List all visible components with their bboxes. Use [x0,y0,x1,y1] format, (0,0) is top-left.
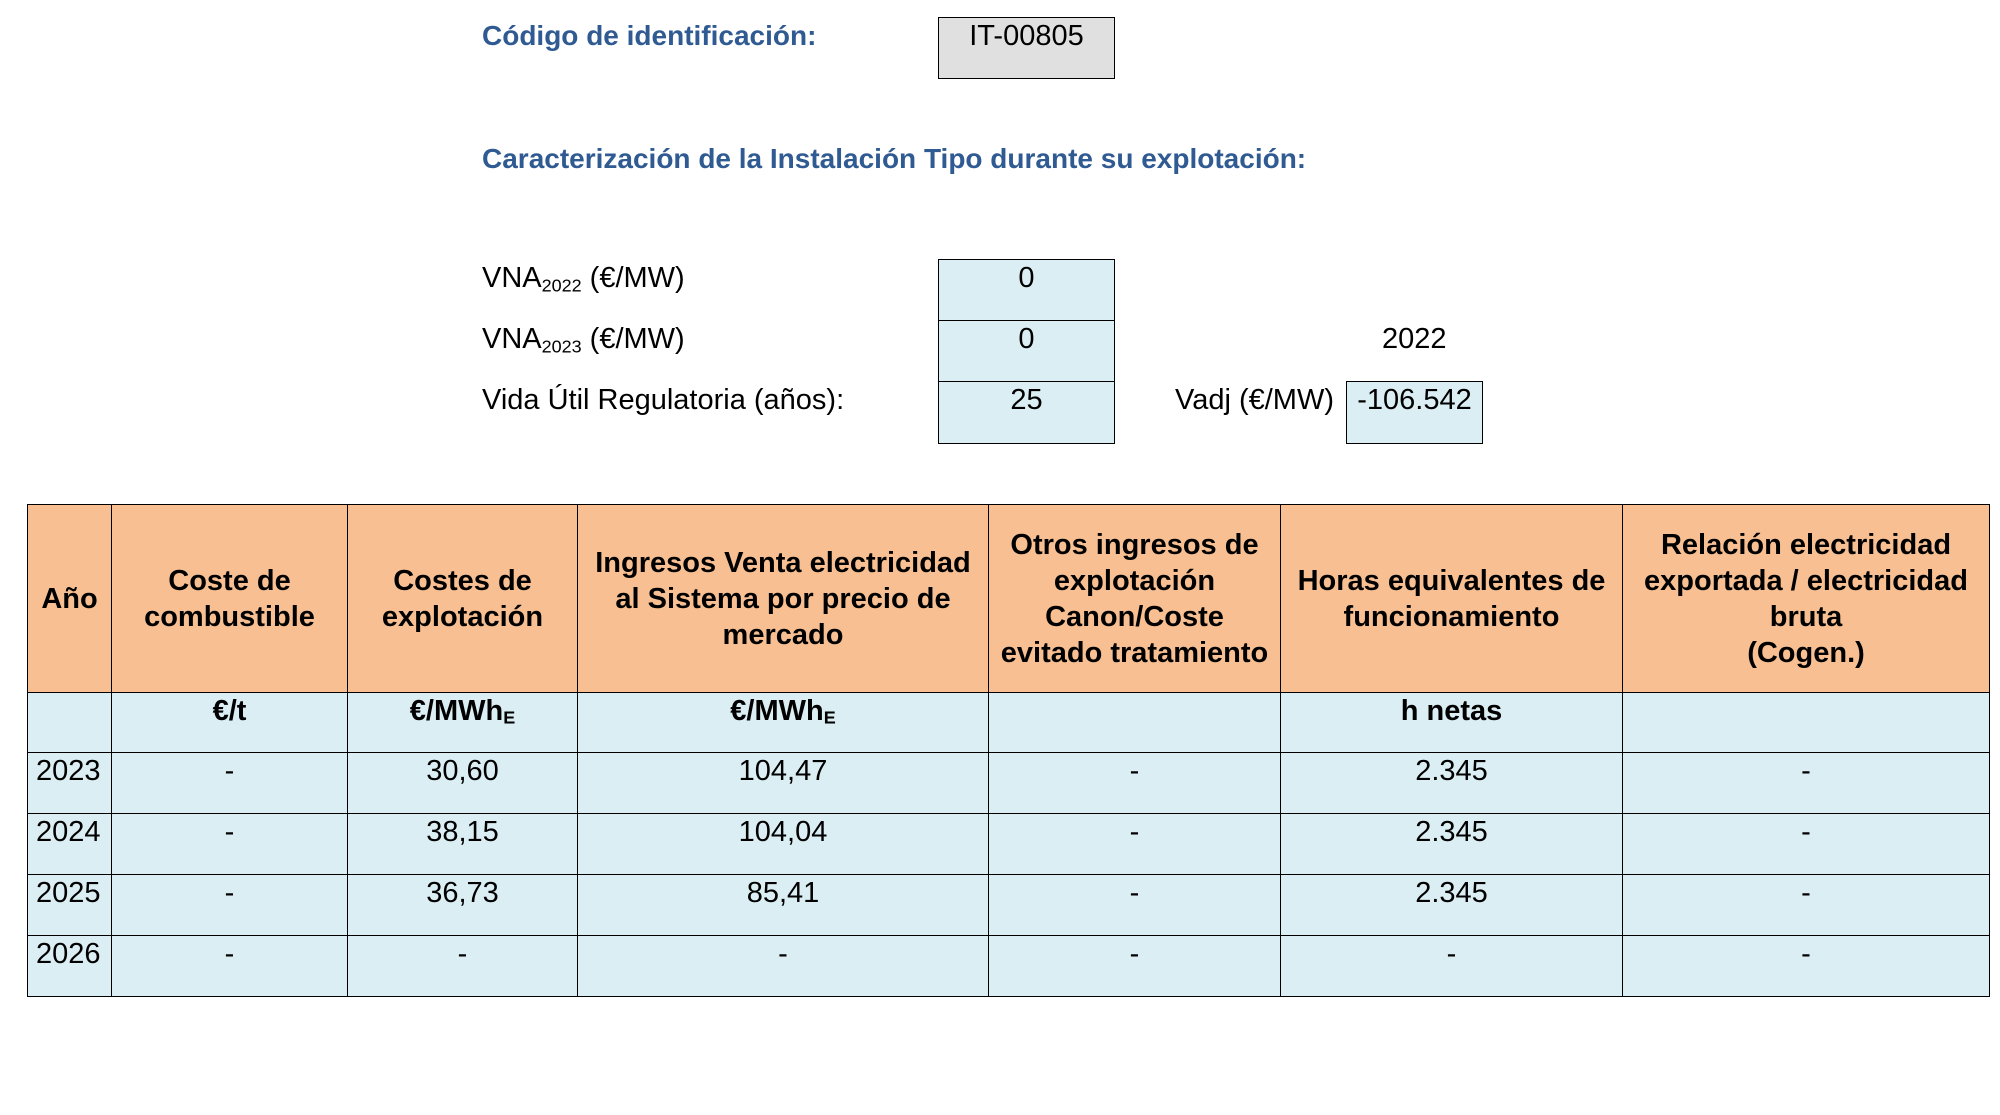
value-cell: - [111,813,348,875]
value-cell: 104,47 [577,752,989,814]
header-costes-explotacion: Costes de explotación [347,504,578,693]
header-line: Coste de [168,564,291,597]
header-line: (Cogen.) [1747,636,1865,669]
year-cell: 2025 [27,874,112,936]
vadj-value: -106.542 [1357,384,1472,416]
unit-cell: h netas [1280,692,1623,753]
value-cell: 104,04 [577,813,989,875]
value-cell: - [988,752,1281,814]
header-line: evitado tratamiento [1000,636,1269,669]
units-row: €/t €/MWhE €/MWhE h netas [27,692,1990,753]
unit-cell: €/t [111,692,348,753]
table-header-row: Año Coste de combustible Costes de explotaci… [27,504,1990,693]
value-cell: - [347,935,578,997]
unit-cell [1622,692,1990,753]
unit-cell: €/MWhE [577,692,989,753]
vna2023-label: VNA2023 (€/MW) [482,323,685,357]
value-cell: - [988,813,1281,875]
header-line: explotación [1053,564,1216,597]
vida-util-value-field: 25 [938,381,1115,444]
value-cell: - [577,935,989,997]
value-cell: - [1622,935,1990,997]
table-row: 2026- - - - - - [27,935,1990,997]
header-line: Ingresos Venta electricidad [595,546,971,579]
header-ano: Año [27,504,112,693]
reference-year: 2022 [1382,323,1447,355]
identification-code-field: IT-00805 [938,17,1115,79]
header-line: Otros ingresos de [1010,528,1259,561]
value-cell: 85,41 [577,874,989,936]
vida-util-value: 25 [1010,384,1043,416]
header-line: explotación [381,600,544,633]
vna2022-value-field: 0 [938,259,1115,322]
header-relacion-electricidad: Relación electricidad exportada / electri… [1622,504,1990,693]
header-coste-combustible: Coste de combustible [111,504,348,693]
table-row: 2024-38,15 104,04-2.345- [27,813,1990,875]
table-row: 2025-36,73 85,41-2.345- [27,874,1990,936]
header-line: Horas equivalentes de [1297,564,1606,597]
value-cell: 2.345 [1280,752,1623,814]
vadj-value-field: -106.542 [1346,381,1483,444]
value-cell: 38,15 [347,813,578,875]
value-cell: 2.345 [1280,813,1623,875]
header-horas-equivalentes: Horas equivalentes de funcionamiento [1280,504,1623,693]
identification-label: Código de identificación: [482,20,817,51]
value-cell: - [1622,752,1990,814]
unit-cell [27,692,112,753]
header-line: combustible [144,600,315,633]
header-line: exportada / electricidad [1644,564,1968,597]
value-cell: 2.345 [1280,874,1623,936]
vna2022-label: VNA2022 (€/MW) [482,262,685,296]
value-cell: - [111,874,348,936]
header-line: Relación electricidad [1660,528,1952,561]
year-cell: 2023 [27,752,112,814]
header-otros-ingresos: Otros ingresos de explotación Canon/Coste e… [988,504,1281,693]
value-cell: - [111,935,348,997]
header-line: Año [41,582,98,615]
header-ingresos-venta: Ingresos Venta electricidad al Sistema po… [577,504,989,693]
vna2023-value: 0 [1018,323,1035,355]
vida-util-label: Vida Útil Regulatoria (años): [482,384,845,416]
exploitation-table: Año Coste de combustible Costes de explotaci… [27,504,1990,997]
header-line: Canon/Coste [1045,600,1224,633]
year-cell: 2026 [27,935,112,997]
value-cell: - [1280,935,1623,997]
value-cell: - [988,874,1281,936]
vna2022-value: 0 [1018,262,1035,294]
value-cell: 36,73 [347,874,578,936]
table-row: 2023-30,60 104,47-2.345- [27,752,1990,814]
unit-cell: €/MWhE [347,692,578,753]
header-line: al Sistema por precio de [615,582,951,615]
vadj-label: Vadj (€/MW) [1175,384,1334,416]
year-cell: 2024 [27,813,112,875]
header-line: mercado [722,618,844,651]
value-cell: - [111,752,348,814]
value-cell: 30,60 [347,752,578,814]
vna2023-value-field: 0 [938,320,1115,383]
value-cell: - [1622,874,1990,936]
value-cell: - [988,935,1281,997]
header-line: Costes de [393,564,532,597]
value-cell: - [1622,813,1990,875]
section-title: Caracterización de la Instalación Tipo d… [482,143,1307,174]
header-line: bruta [1769,600,1843,633]
unit-cell [988,692,1281,753]
header-line: funcionamiento [1343,600,1560,633]
identification-code-value: IT-00805 [969,20,1084,52]
